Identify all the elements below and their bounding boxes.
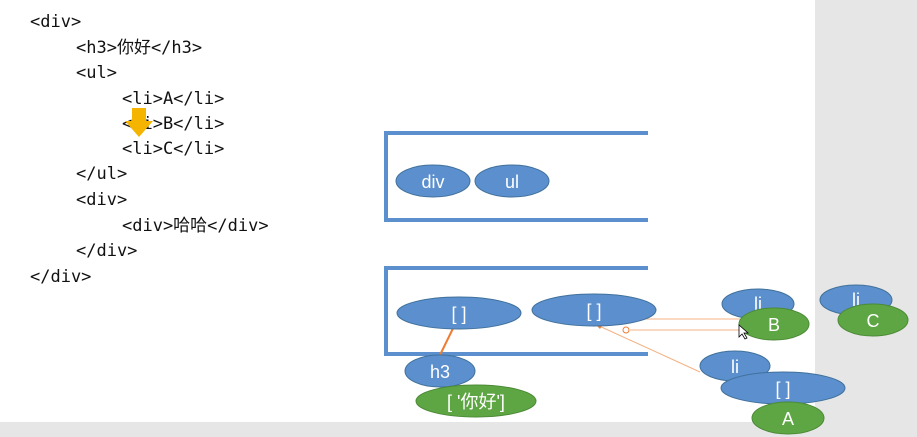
code-line: <li>B</li> [122, 114, 225, 134]
workspace-bottom [0, 422, 917, 437]
down-arrow-icon [125, 108, 153, 137]
svg-text:[ ]: [ ] [775, 379, 790, 399]
svg-text:ul: ul [505, 172, 519, 192]
slide-canvas [0, 0, 815, 422]
svg-text:div: div [421, 172, 444, 192]
array-node: [ ] [531, 293, 657, 327]
result-frame [384, 266, 648, 356]
stack-frame [384, 131, 648, 222]
svg-text:li: li [731, 357, 739, 377]
svg-text:[ ]: [ ] [586, 301, 601, 321]
code-line: <h3>你好</h3> [76, 38, 203, 58]
code-line: </div> [30, 267, 92, 287]
code-line: <div>哈哈</div> [122, 216, 269, 236]
workspace-background [815, 0, 917, 437]
svg-text:A: A [782, 409, 794, 429]
svg-text:C: C [867, 311, 880, 331]
svg-text:[ ]: [ ] [451, 304, 466, 324]
code-line: <li>A</li> [122, 89, 225, 109]
array-node-a: [ ] [720, 371, 846, 405]
code-line: </div> [76, 241, 138, 261]
cursor-icon [738, 324, 750, 340]
svg-text:li: li [754, 294, 762, 314]
svg-text:h3: h3 [430, 362, 450, 382]
stack-node-ul: ul [474, 164, 550, 198]
svg-text:li: li [852, 290, 860, 310]
array-node: [ ] [396, 296, 522, 330]
h3-node: h3 [404, 354, 476, 388]
code-line: <li>C</li> [122, 139, 225, 159]
text-node-a: A [751, 401, 825, 435]
code-line: <div> [76, 190, 128, 210]
svg-text:B: B [768, 315, 780, 335]
stack-node-div: div [395, 164, 471, 198]
code-line: <ul> [76, 63, 117, 83]
li-node-a: li [699, 350, 771, 382]
text-node-c: C [837, 303, 909, 337]
code-line: </ul> [76, 164, 128, 184]
h3-text-node: [ '你好'] [415, 384, 537, 418]
text-node-b: B [738, 307, 810, 341]
svg-text:[ '你好']: [ '你好'] [447, 392, 505, 412]
code-line: <div> [30, 12, 82, 32]
